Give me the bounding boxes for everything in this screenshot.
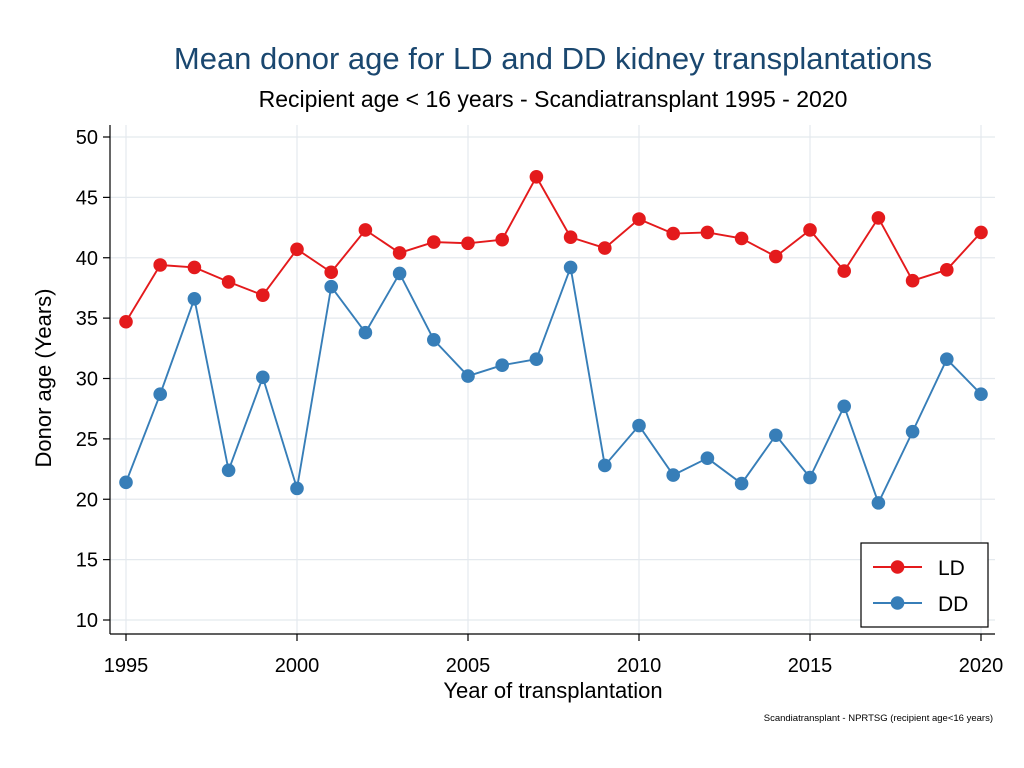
point-dd-2010: [632, 418, 646, 433]
y-tick-label: 25: [76, 429, 98, 451]
point-dd-1996: [153, 387, 167, 401]
point-dd-2002: [358, 325, 373, 340]
point-ld-1997: [187, 260, 202, 275]
point-ld-1996: [153, 258, 167, 272]
x-axis-title: Year of transplantation: [443, 678, 662, 703]
point-ld-2013: [734, 231, 749, 246]
x-ticks: 1995 2000 2005 2010 2015 2020: [104, 634, 1004, 677]
point-dd-2020: [974, 387, 988, 401]
point-dd-2004: [427, 333, 441, 347]
point-ld-2007: [529, 170, 544, 184]
point-ld-1999: [255, 288, 270, 302]
point-dd-1997: [187, 292, 202, 306]
series-line-dd: [125, 266, 982, 504]
y-tick-label: 50: [76, 127, 98, 149]
y-tick-label: 20: [76, 489, 98, 511]
legend-marker-dd: [890, 596, 905, 610]
y-tick-label: 45: [76, 187, 98, 209]
point-ld-2020: [974, 225, 988, 240]
point-dd-2014: [769, 428, 783, 443]
y-tick-label: 30: [76, 369, 98, 391]
source-note: Scandiatransplant - NPRTSG (recipient ag…: [764, 713, 993, 724]
point-dd-2003: [392, 266, 407, 281]
series-layer: [119, 170, 988, 510]
point-ld-2008: [563, 230, 578, 245]
point-ld-2012: [700, 225, 715, 240]
point-ld-1998: [221, 275, 236, 289]
point-ld-2019: [940, 263, 954, 277]
point-ld-2015: [803, 223, 817, 237]
point-dd-2001: [324, 279, 339, 294]
point-ld-2006: [495, 232, 510, 247]
point-ld-2001: [324, 265, 339, 280]
point-dd-2009: [598, 458, 612, 473]
x-tick-label: 2020: [959, 655, 1004, 677]
y-tick-label: 35: [76, 308, 98, 330]
point-dd-2008: [563, 260, 578, 275]
legend-box: [860, 542, 989, 628]
chart-title: Mean donor age for LD and DD kidney tran…: [174, 41, 932, 76]
y-axis-title: Donor age (Years): [31, 289, 56, 468]
point-ld-2017: [871, 211, 886, 225]
point-dd-2018: [905, 424, 920, 439]
point-ld-2018: [905, 273, 920, 288]
point-dd-2013: [734, 476, 749, 491]
legend-label-dd: DD: [938, 593, 968, 616]
point-ld-2004: [427, 235, 441, 249]
legend: LD DD: [860, 542, 989, 628]
point-dd-1995: [119, 475, 133, 490]
point-ld-2009: [598, 241, 612, 255]
point-dd-2007: [529, 352, 544, 366]
point-ld-1995: [119, 314, 133, 329]
point-ld-2014: [769, 249, 783, 264]
point-dd-2019: [940, 352, 954, 366]
y-tick-label: 15: [76, 550, 98, 572]
x-tick-label: 2005: [446, 655, 491, 677]
x-tick-label: 2010: [617, 655, 662, 677]
point-ld-2005: [461, 236, 475, 251]
point-dd-2017: [871, 496, 886, 510]
point-dd-2006: [495, 358, 510, 373]
legend-marker-ld: [890, 560, 905, 574]
point-dd-2012: [700, 451, 715, 465]
y-ticks: 10 15 20 25 30 35 40 45 50: [76, 127, 110, 632]
series-ld: [119, 170, 988, 329]
point-dd-2005: [461, 369, 475, 383]
point-ld-2002: [358, 223, 373, 237]
x-tick-label: 2015: [788, 655, 833, 677]
point-dd-2011: [666, 468, 680, 482]
point-ld-2003: [392, 246, 407, 260]
y-tick-label: 40: [76, 248, 98, 270]
series-line-ld: [125, 175, 982, 323]
point-ld-2010: [632, 212, 646, 226]
point-dd-2016: [837, 399, 851, 414]
x-tick-label: 1995: [104, 655, 149, 677]
point-ld-2016: [837, 264, 851, 278]
legend-label-ld: LD: [938, 557, 965, 580]
chart-subtitle: Recipient age < 16 years - Scandiatransp…: [259, 86, 848, 112]
x-tick-label: 2000: [275, 655, 320, 677]
point-ld-2011: [666, 226, 680, 241]
point-dd-1999: [255, 370, 270, 385]
point-ld-2000: [290, 242, 304, 257]
series-dd: [119, 260, 988, 510]
point-dd-2015: [803, 470, 817, 485]
point-dd-2000: [290, 481, 304, 496]
axes: [109, 125, 995, 635]
point-dd-1998: [221, 463, 236, 478]
y-tick-label: 10: [76, 610, 98, 632]
